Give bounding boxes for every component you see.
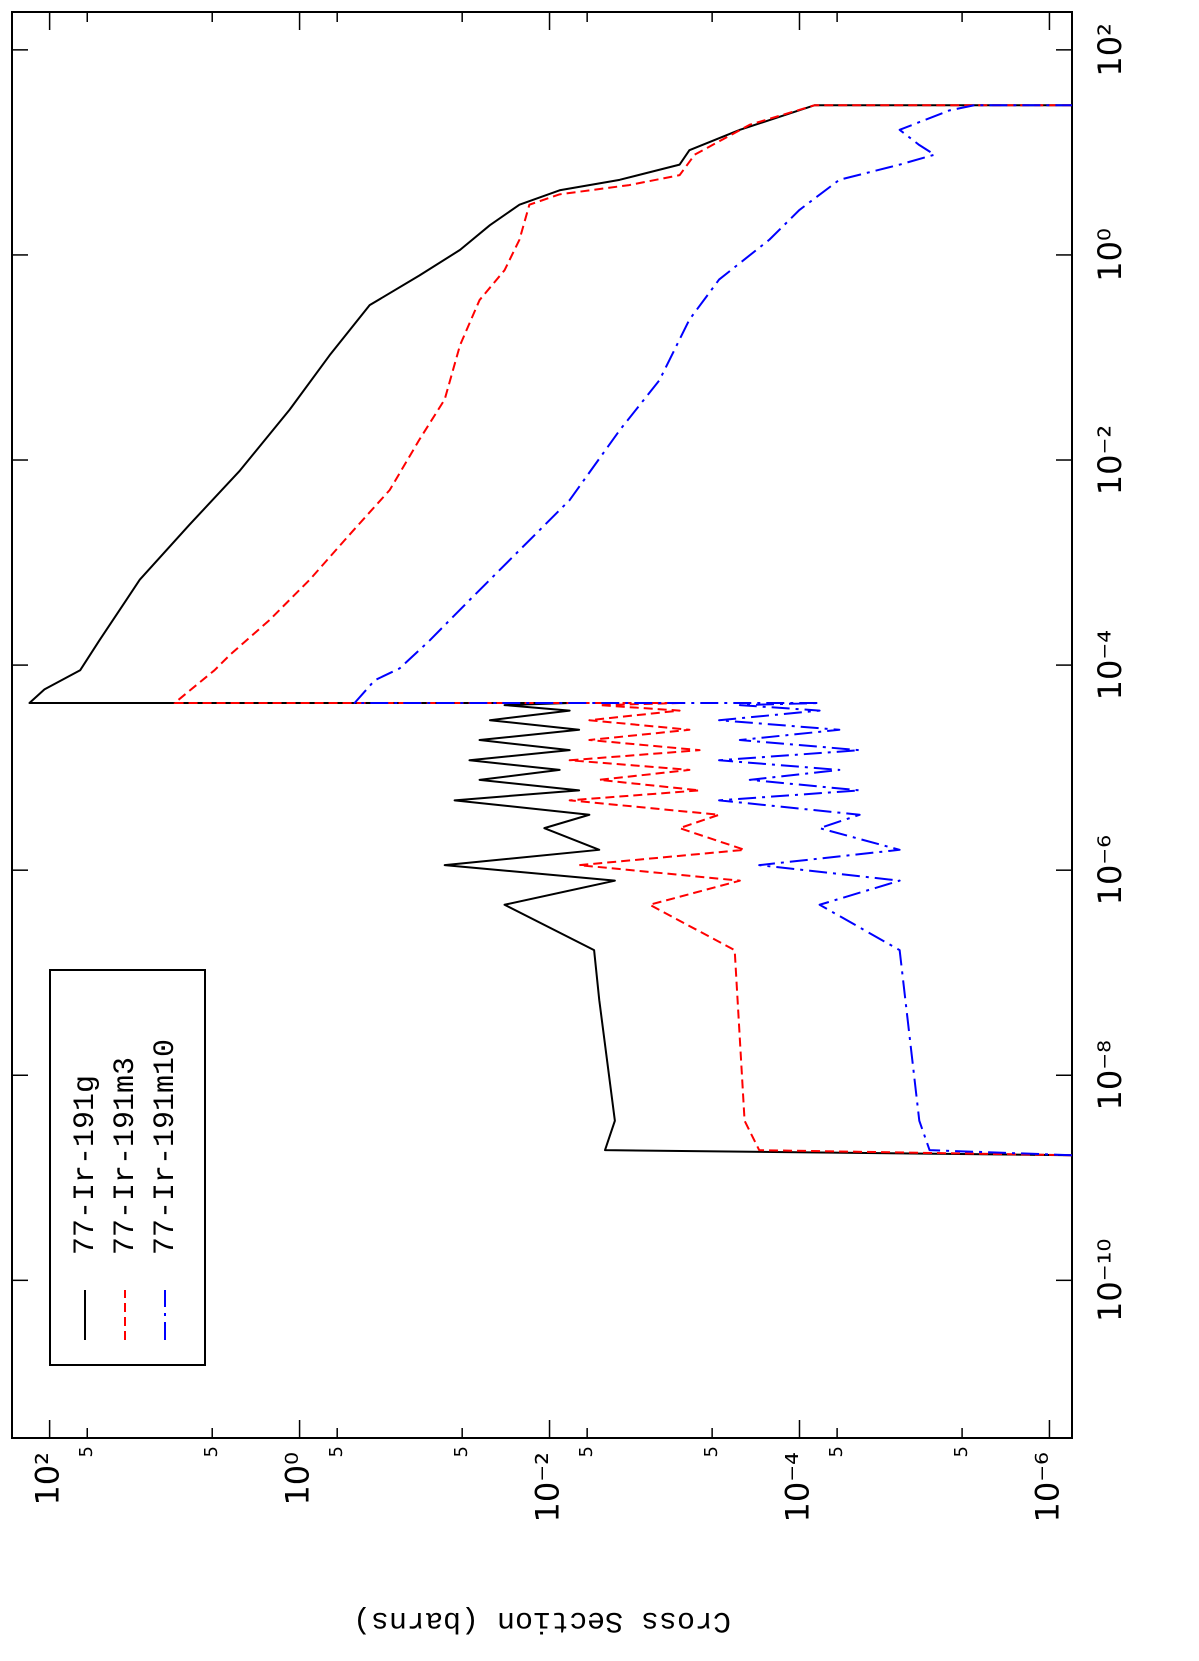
legend-box (49, 969, 206, 1366)
x-tick-label: 10⁻⁶ (1091, 835, 1129, 905)
y-tick-label: 10² (29, 1452, 67, 1506)
y-tick-label: 5 (451, 1446, 472, 1457)
chart-body: Cross Section (barns) 10⁻¹⁰ 10⁻⁸ 10⁻⁶ 10⁻⁴ 1… (11, 11, 1129, 1637)
y-tick-label: 5 (76, 1446, 97, 1457)
y-axis-label: Cross Section (barns) (353, 1603, 731, 1637)
legend-label: 77-Ir-191m3 (109, 1057, 143, 1255)
plot-area (28, 104, 1072, 1157)
y-tick-label: 5 (826, 1446, 847, 1457)
y-tick-label: 10⁻⁶ (1028, 1452, 1066, 1522)
y-tick-label: 5 (951, 1446, 972, 1457)
x-tick-label: 10⁻⁸ (1091, 1040, 1129, 1110)
x-tick-label: 10⁻² (1091, 425, 1129, 495)
y-tick-label: 10⁻⁴ (778, 1452, 816, 1522)
y-tick-label: 5 (201, 1446, 222, 1457)
legend-label: 77-Ir-191m10 (149, 1039, 183, 1255)
x-tick-label: 10⁻⁴ (1091, 630, 1129, 700)
series-line (28, 104, 1072, 1157)
x-tick-label: 10⁻¹⁰ (1091, 1239, 1129, 1322)
series-line (173, 104, 1072, 1157)
y-tick-label: 5 (576, 1446, 597, 1457)
y-tick-label: 10⁻² (529, 1452, 567, 1522)
y-tick-label: 10⁰ (279, 1452, 317, 1506)
x-tick-label: 10² (1091, 23, 1129, 77)
series-line (353, 104, 1072, 1157)
y-tick-label: 5 (701, 1446, 722, 1457)
plot-frame (11, 11, 1073, 1439)
y-tick-label: 5 (326, 1446, 347, 1457)
x-tick-label: 10⁰ (1091, 228, 1129, 282)
legend-label: 77-Ir-191g (69, 1075, 103, 1255)
